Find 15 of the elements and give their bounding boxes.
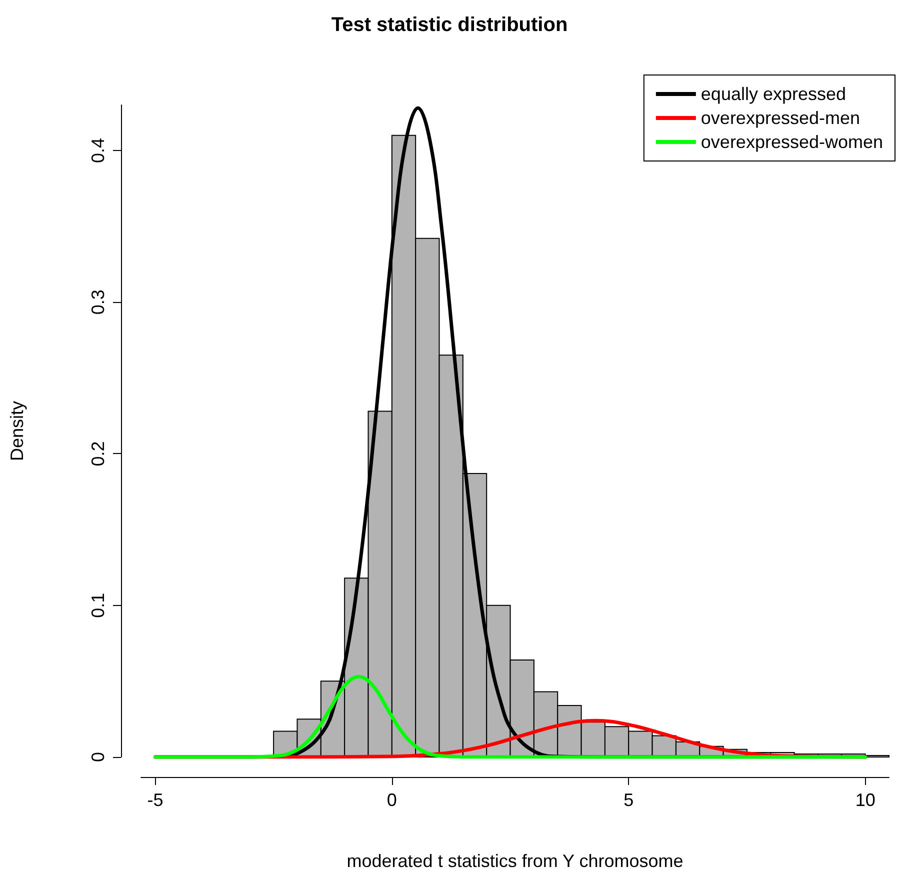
x-tick-label: 5 [624, 790, 634, 810]
x-axis-title: moderated t statistics from Y chromosome [346, 851, 684, 871]
y-axis-title: Density [7, 400, 27, 462]
y-tick-label: 0.2 [88, 441, 108, 466]
legend-label: equally expressed [700, 84, 846, 104]
y-tick-label: 0.1 [88, 592, 108, 618]
x-tick-label: 10 [855, 790, 876, 810]
x-tick-label: -5 [147, 790, 164, 810]
x-tick-label: 0 [386, 790, 397, 810]
legend-label: overexpressed-women [700, 132, 884, 152]
legend-label: overexpressed-men [700, 108, 860, 128]
y-tick-label: 0.3 [88, 290, 108, 315]
y-tick-label: 0.4 [88, 138, 108, 164]
y-tick-label: 0 [88, 752, 108, 762]
chart-title: Test statistic distribution [331, 14, 568, 36]
